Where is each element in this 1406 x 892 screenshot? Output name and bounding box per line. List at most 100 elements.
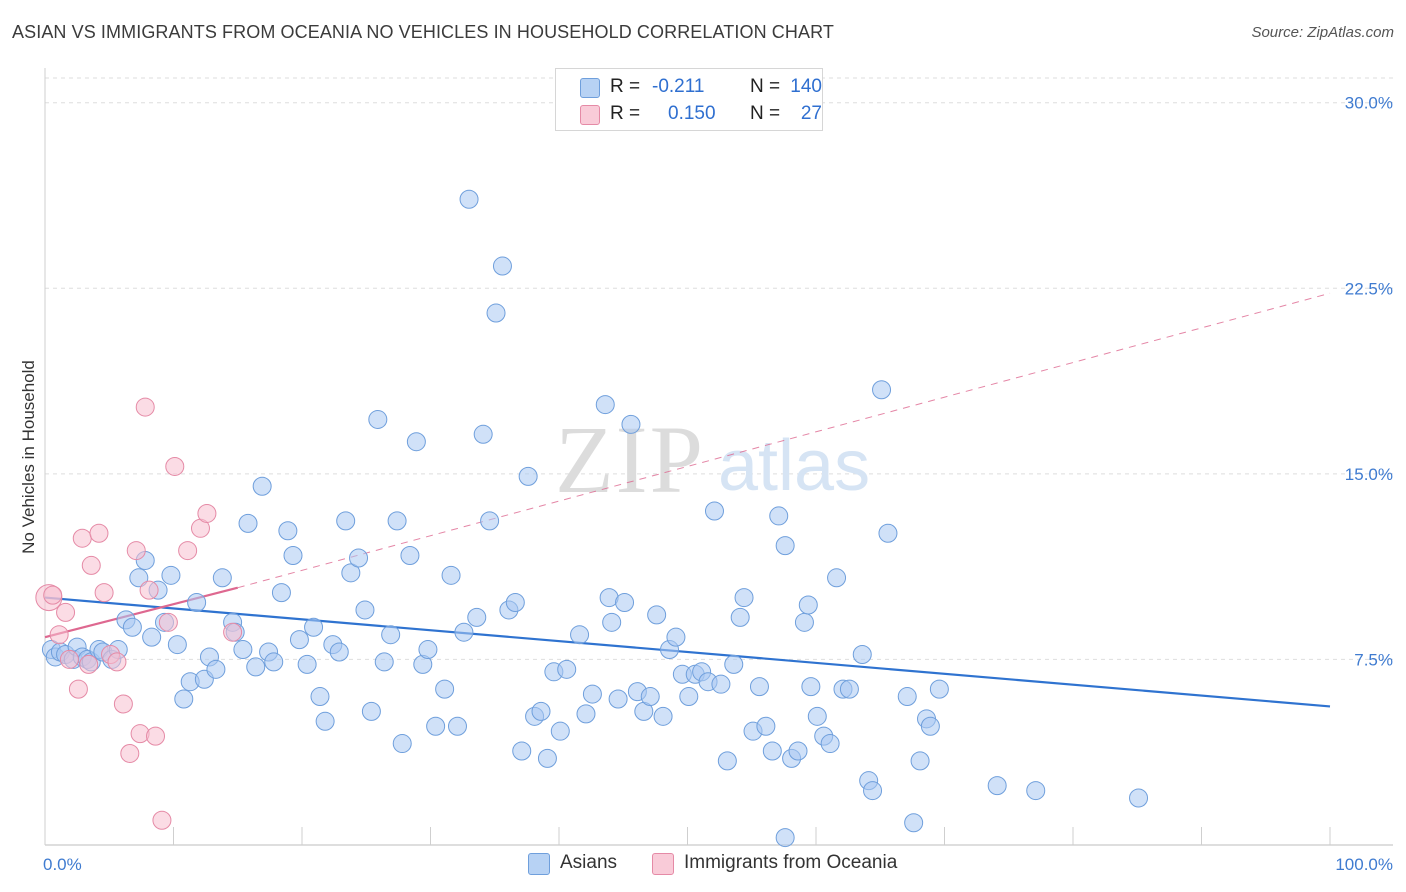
point-asians xyxy=(595,395,615,415)
point-asians xyxy=(480,511,500,531)
legend-swatch-oceania xyxy=(580,105,600,125)
point-asians xyxy=(435,679,455,699)
point-oceania xyxy=(68,679,88,699)
x-tick-label: 100.0% xyxy=(1335,855,1393,874)
point-asians xyxy=(387,511,407,531)
point-oceania xyxy=(178,541,198,561)
chart-title: ASIAN VS IMMIGRANTS FROM OCEANIA NO VEHI… xyxy=(12,22,834,42)
point-asians xyxy=(711,674,731,694)
point-asians xyxy=(666,627,686,647)
point-asians xyxy=(897,687,917,707)
point-asians xyxy=(730,607,750,627)
point-asians xyxy=(910,751,930,771)
y-tick-label: 30.0% xyxy=(1345,94,1393,113)
point-asians xyxy=(807,706,827,726)
trendline-oceania-solid xyxy=(44,586,239,639)
point-asians xyxy=(486,303,506,323)
point-asians xyxy=(582,684,602,704)
point-asians xyxy=(315,711,335,731)
y-tick-label: 7.5% xyxy=(1354,650,1393,669)
point-asians xyxy=(794,612,814,632)
point-asians xyxy=(238,513,258,533)
point-asians xyxy=(576,704,596,724)
point-asians xyxy=(904,813,924,833)
point-asians xyxy=(310,687,330,707)
point-asians xyxy=(187,593,207,613)
point-asians xyxy=(161,565,181,585)
point-asians xyxy=(608,689,628,709)
point-asians xyxy=(621,414,641,434)
point-asians xyxy=(640,687,660,707)
data-points xyxy=(35,189,1149,848)
legend-swatch-oceania xyxy=(652,853,674,875)
point-asians xyxy=(929,679,949,699)
source-label: Source: ZipAtlas.com xyxy=(1251,24,1394,41)
point-asians xyxy=(987,776,1007,796)
point-oceania xyxy=(94,583,114,603)
gridlines xyxy=(45,77,1393,660)
point-asians xyxy=(827,568,847,588)
legend-label-oceania: Immigrants from Oceania xyxy=(684,852,898,873)
point-asians xyxy=(749,677,769,697)
point-asians xyxy=(406,432,426,452)
point-oceania xyxy=(165,456,185,476)
x-tick-label: 0.0% xyxy=(43,855,82,874)
point-asians xyxy=(174,689,194,709)
legend-swatch-asians xyxy=(580,78,600,98)
trendline-asians-solid xyxy=(44,596,1331,708)
point-oceania xyxy=(158,612,178,632)
point-asians xyxy=(756,716,776,736)
point-oceania xyxy=(135,397,155,417)
trendlines xyxy=(44,292,1331,708)
point-asians xyxy=(570,625,590,645)
point-asians xyxy=(426,716,446,736)
axes xyxy=(44,68,1393,846)
point-asians xyxy=(762,741,782,761)
point-oceania xyxy=(79,654,99,674)
point-asians xyxy=(374,652,394,672)
point-oceania xyxy=(107,652,127,672)
point-oceania xyxy=(43,585,63,605)
point-asians xyxy=(1026,781,1046,801)
point-asians xyxy=(505,593,525,613)
point-asians xyxy=(467,607,487,627)
point-asians xyxy=(512,741,532,761)
point-asians xyxy=(206,659,226,679)
point-asians xyxy=(798,595,818,615)
point-oceania xyxy=(152,810,172,830)
point-oceania xyxy=(72,528,92,548)
point-asians xyxy=(283,546,303,566)
point-asians xyxy=(447,716,467,736)
legend-r-value: 0.150 xyxy=(668,103,716,124)
point-asians xyxy=(459,189,479,209)
point-asians xyxy=(271,583,291,603)
point-asians xyxy=(278,521,298,541)
point-asians xyxy=(233,640,253,660)
legend-stats: R = -0.211 N = 140 R = 0.150 N = 27 xyxy=(555,68,823,131)
point-asians xyxy=(537,748,557,768)
point-asians xyxy=(492,256,512,276)
point-asians xyxy=(122,617,142,637)
point-oceania xyxy=(89,523,109,543)
point-asians xyxy=(361,701,381,721)
point-asians xyxy=(418,640,438,660)
trendline-oceania-dashed xyxy=(237,292,1331,589)
point-asians xyxy=(518,466,538,486)
point-asians xyxy=(289,630,309,650)
legend-r-value: -0.211 xyxy=(652,76,705,97)
watermark: ZIP atlas xyxy=(555,406,870,513)
y-tick-label: 15.0% xyxy=(1345,465,1393,484)
point-asians xyxy=(863,781,883,801)
point-asians xyxy=(852,644,872,664)
point-asians xyxy=(872,380,892,400)
point-asians xyxy=(297,654,317,674)
point-asians xyxy=(381,625,401,645)
point-asians xyxy=(392,734,412,754)
point-asians xyxy=(1129,788,1149,808)
point-oceania xyxy=(126,541,146,561)
point-asians xyxy=(839,679,859,699)
point-asians xyxy=(531,701,551,721)
legend-n-value: 140 xyxy=(790,76,822,97)
legend-series: Asians Immigrants from Oceania xyxy=(0,851,1406,879)
